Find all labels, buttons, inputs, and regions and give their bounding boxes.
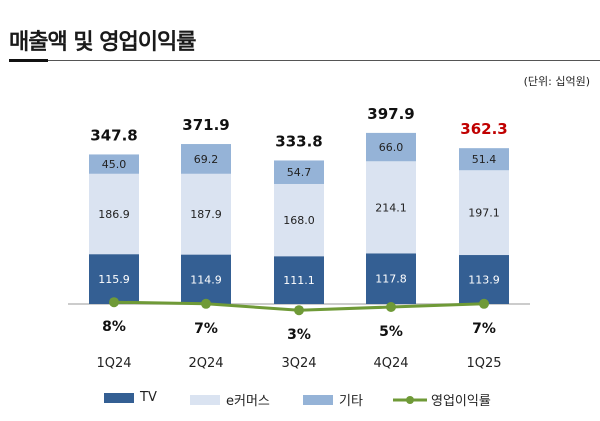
- legend-line-icon: [393, 395, 427, 404]
- category-label: 2Q24: [188, 356, 223, 371]
- legend-margin: 영업이익률: [393, 390, 491, 409]
- bar-value-label: 51.4: [472, 153, 497, 166]
- bar-value-label: 117.8: [375, 273, 407, 286]
- legend-label: TV: [140, 390, 157, 405]
- bar-segment: [366, 253, 416, 304]
- title-divider: [9, 60, 600, 61]
- bar-value-label: 197.1: [468, 207, 500, 220]
- legend-tv: TV: [104, 390, 157, 405]
- page-title: 매출액 및 영업이익률: [9, 30, 196, 55]
- legend-ecommerce: e커머스: [190, 390, 270, 409]
- legend-swatch: [190, 394, 220, 405]
- margin-label: 5%: [379, 324, 403, 340]
- bar-segment: [89, 173, 139, 255]
- bar-segment: [366, 161, 416, 254]
- bar-segment: [274, 160, 324, 184]
- category-label: 4Q24: [373, 356, 408, 371]
- bar-value-label: 187.9: [190, 208, 222, 221]
- bar-segment: [274, 183, 324, 257]
- bar-value-label: 168.0: [283, 214, 315, 227]
- margin-point: [201, 298, 211, 309]
- title-accent: [9, 59, 48, 62]
- legend-label: e커머스: [226, 394, 270, 409]
- margin-point: [386, 302, 396, 312]
- bar-value-label: 113.9: [468, 274, 500, 287]
- legend-other: 기타: [303, 390, 363, 409]
- bar-segment: [181, 144, 231, 174]
- bar-value-label: 66.0: [379, 141, 404, 154]
- bar-segment: [181, 254, 231, 304]
- category-label: 1Q25: [466, 356, 501, 371]
- bar-segment: [89, 154, 139, 174]
- margin-point: [294, 305, 304, 316]
- bar-value-label: 115.9: [98, 273, 130, 286]
- bar-segment: [366, 132, 416, 162]
- bar-segment: [274, 256, 324, 304]
- bar-segment: [459, 255, 509, 304]
- bar-value-label: 186.9: [98, 208, 130, 221]
- margin-label: 7%: [472, 321, 496, 337]
- bar-value-label: 214.1: [375, 201, 407, 214]
- bar-segment: [459, 170, 509, 256]
- category-label: 3Q24: [281, 356, 316, 371]
- total-label: 371.9: [182, 116, 229, 134]
- bar-value-label: 111.1: [283, 274, 315, 287]
- bar-value-label: 114.9: [190, 273, 222, 286]
- bar-value-label: 45.0: [102, 158, 127, 171]
- total-label: 347.8: [90, 126, 137, 144]
- margin-label: 8%: [102, 319, 126, 335]
- margin-point: [109, 297, 119, 308]
- legend-label: 기타: [339, 394, 363, 409]
- margin-point: [479, 298, 489, 309]
- total-label: 333.8: [275, 132, 322, 150]
- bar-segment: [459, 148, 509, 171]
- bar-value-label: 69.2: [194, 153, 219, 166]
- legend-label: 영업이익률: [431, 394, 491, 409]
- margin-label: 7%: [194, 321, 218, 337]
- total-label: 362.3: [460, 120, 507, 138]
- total-label: 397.9: [367, 105, 414, 123]
- legend-swatch: [303, 394, 333, 405]
- bar-segment: [181, 173, 231, 255]
- bar-value-label: 54.7: [287, 166, 312, 179]
- category-label: 1Q24: [96, 356, 131, 371]
- bar-segment: [89, 254, 139, 304]
- legend-swatch: [104, 392, 134, 403]
- margin-label: 3%: [287, 327, 311, 343]
- unit-label: (단위: 십억원): [523, 75, 590, 88]
